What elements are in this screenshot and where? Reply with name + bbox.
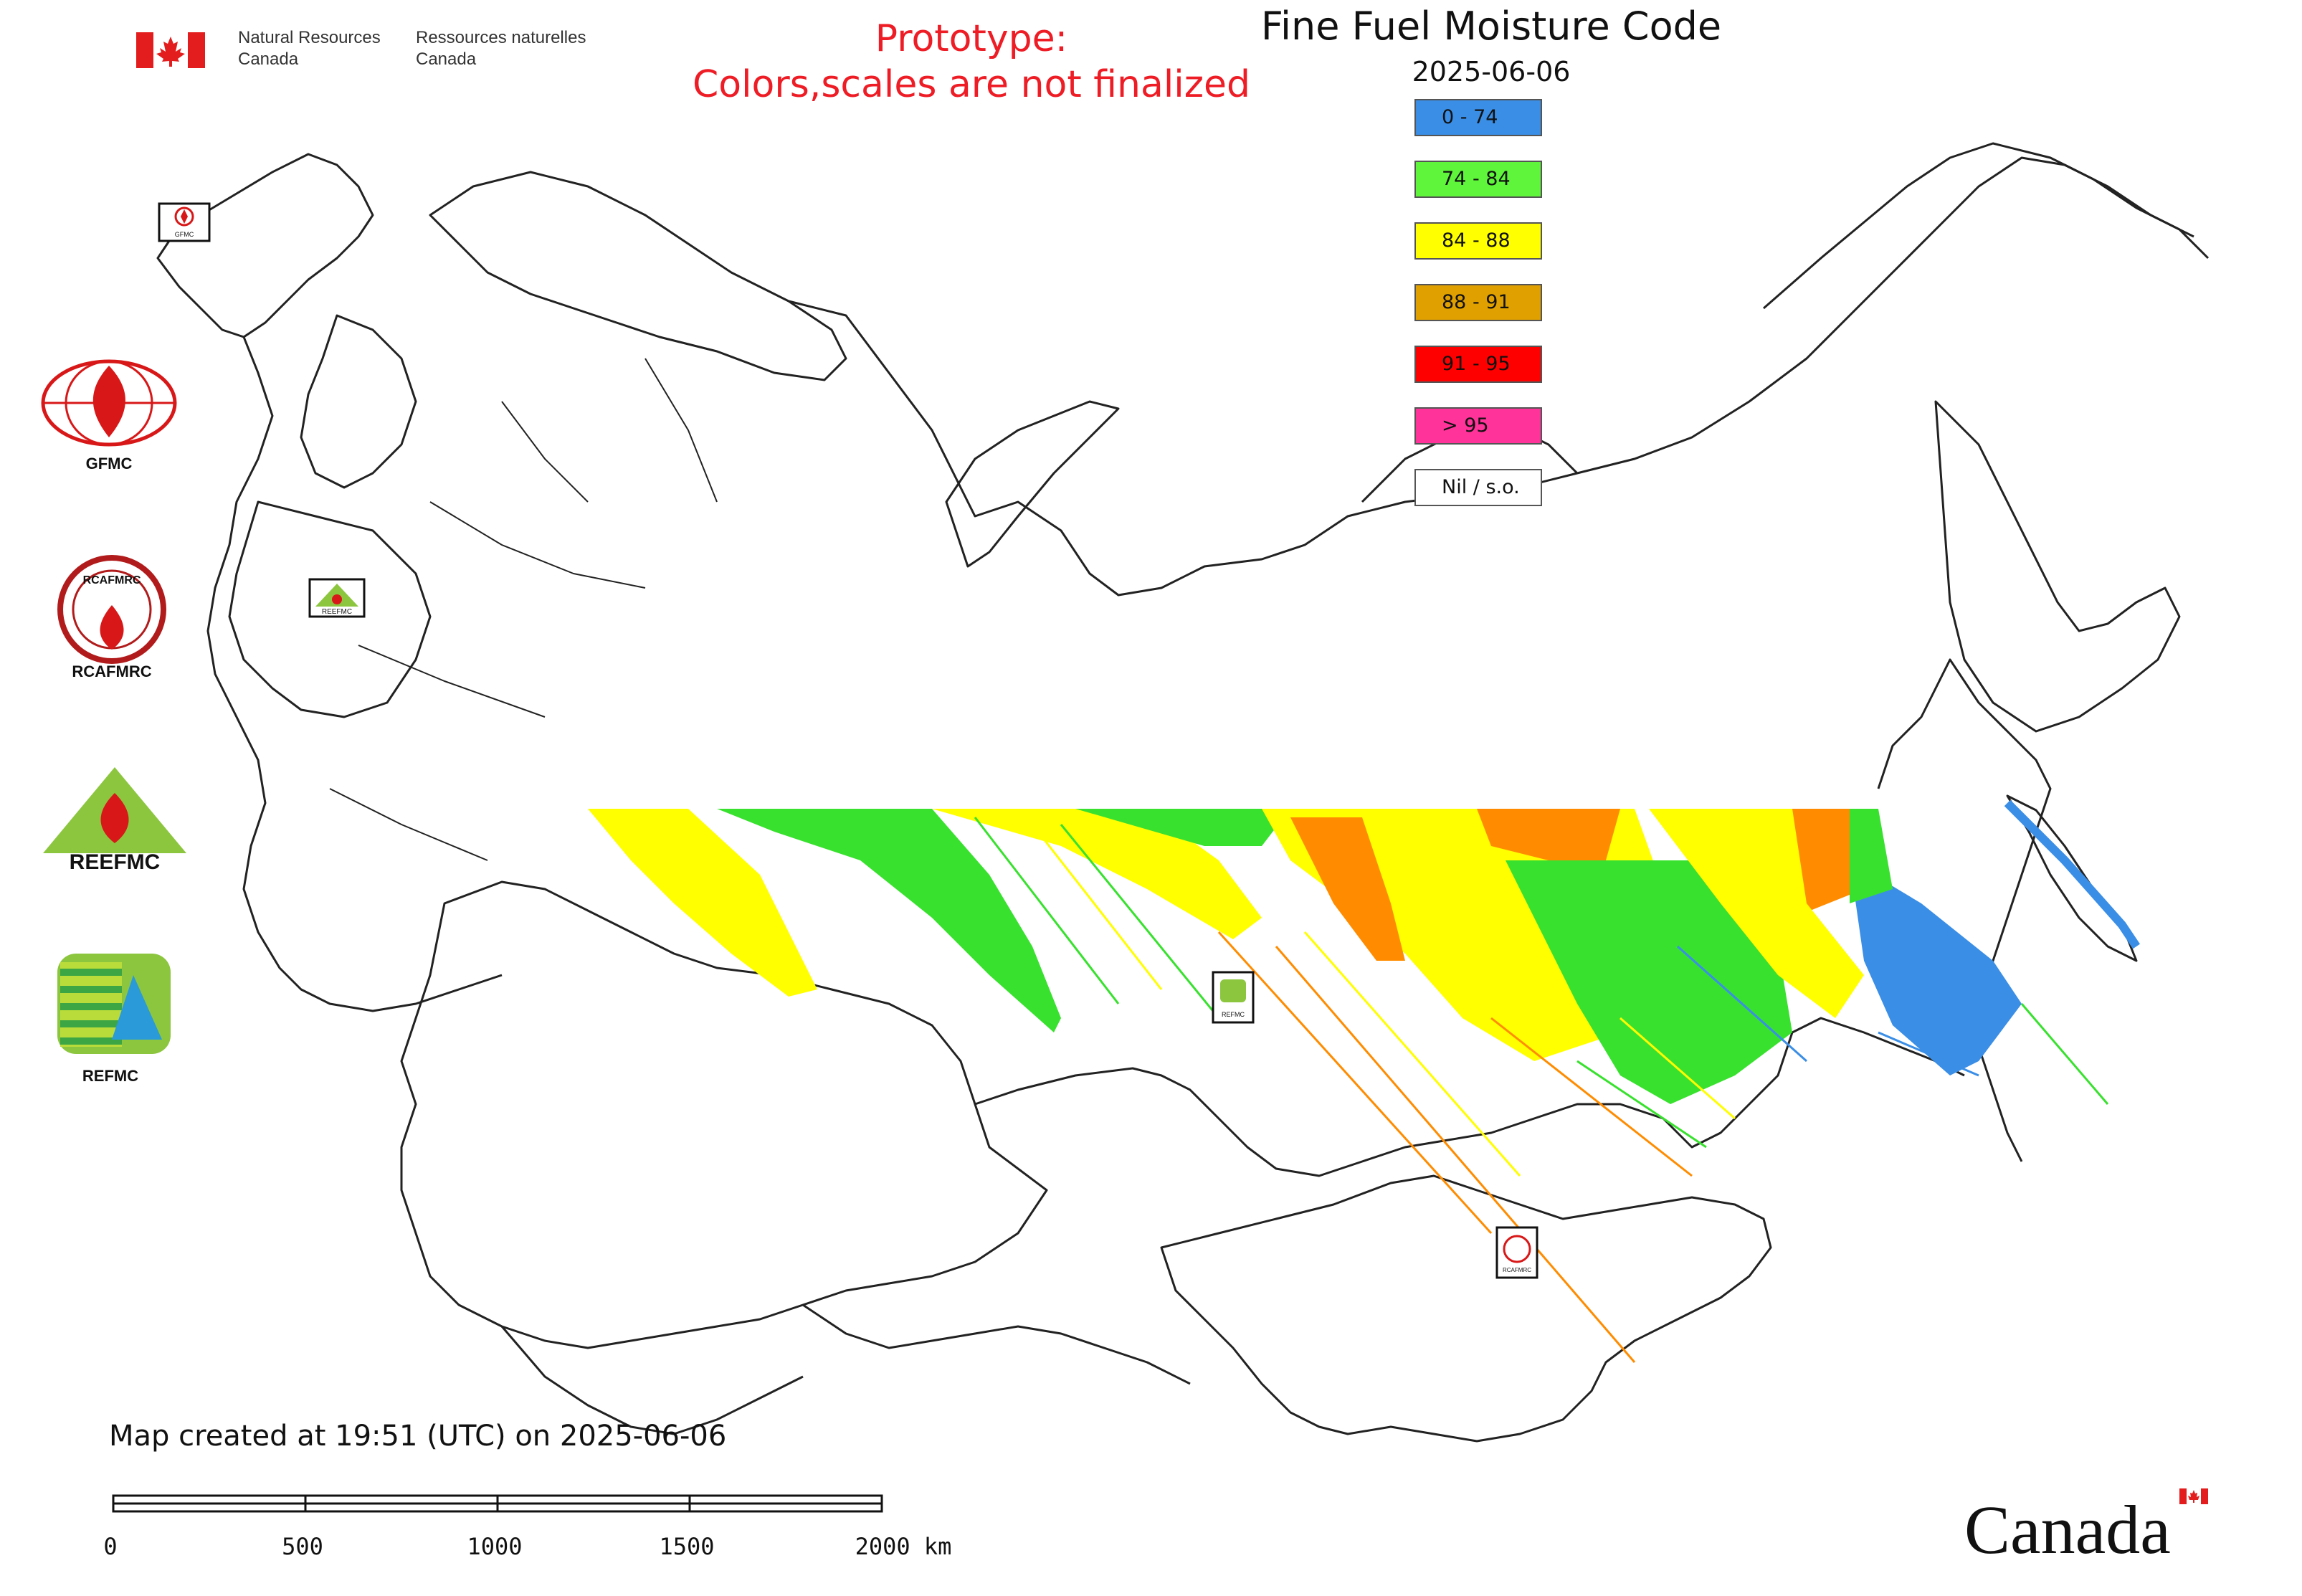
band-green-center: [1075, 809, 1290, 846]
country-outlines: [156, 142, 2210, 1443]
reefmc-marker-label: REEFMC: [322, 608, 352, 616]
legend-label: 91 - 95: [1442, 353, 1511, 375]
scale-bar: 0 500 1000 1500 2000 km: [103, 1494, 952, 1560]
ffmc-streaks: [974, 817, 2109, 1363]
kola-outline: [429, 171, 847, 381]
canada-flag-icon: [136, 32, 205, 68]
band-green-west: [717, 809, 1061, 1032]
legend-label: 88 - 91: [1442, 291, 1511, 313]
belarus-ukraine: [228, 500, 432, 718]
legend-item-1: 74 - 84: [1414, 161, 1542, 198]
reefmc-logo-label: REEFMC: [70, 850, 161, 874]
legend-label: > 95: [1442, 414, 1489, 437]
legend-item-4: 91 - 95: [1414, 346, 1542, 383]
canada-wordmark-text: Canada: [1964, 1491, 2171, 1563]
novaya-zemlya: [945, 400, 1120, 568]
refmc-marker-label: REFMC: [1222, 1011, 1245, 1018]
gov-fr-line2: Canada: [416, 49, 477, 69]
scale-tick: 0: [103, 1533, 117, 1560]
rcafmrc-logo-label: RCAFMRC: [72, 662, 151, 680]
band-blue-east: [1850, 860, 2022, 1075]
scale-tick: 1000: [467, 1533, 522, 1560]
kazakhstan-outline: [400, 880, 1048, 1349]
oblast-borders: [329, 358, 718, 861]
band-yellow-east: [1649, 809, 1864, 1018]
refmc-marker: REFMC: [1212, 971, 1255, 1024]
legend-label: 74 - 84: [1442, 168, 1511, 190]
band-orange-b: [1477, 809, 1620, 860]
partner-logos: GFMC RCAFMRC RCAFMRC REEFMC REFMC: [41, 359, 186, 1085]
rcafmrc-marker: RCAFMRC: [1495, 1226, 1538, 1279]
canada-wordmark: Canada: [1964, 1488, 2208, 1563]
legend-item-2: 84 - 88: [1414, 222, 1542, 260]
prototype-line1: Prototype:: [875, 17, 1068, 60]
uzbek-turkmen: [500, 1326, 804, 1435]
kyrgyz-tajik: [802, 1303, 1191, 1385]
band-green-far-east: [1850, 809, 1893, 903]
legend-item-0: 0 - 74: [1414, 99, 1542, 136]
mongolia-outline: [1160, 1174, 1772, 1443]
legend-item-6: Nil / s.o.: [1414, 469, 1542, 506]
reefmc-marker: REEFMC: [308, 578, 366, 618]
prototype-notice: Prototype: Colors,scales are not finaliz…: [602, 16, 1341, 108]
svg-text:RCAFMRC: RCAFMRC: [83, 574, 141, 586]
gov-signature-fr: Ressources naturelles Canada: [416, 27, 586, 70]
scandinavia-outline: [156, 153, 374, 338]
rcafmrc-marker-label: RCAFMRC: [1503, 1267, 1531, 1273]
refmc-logo: REFMC: [57, 954, 171, 1085]
gfmc-marker-label: GFMC: [175, 231, 194, 238]
map-created-text: Map created at 19:51 (UTC) on 2025-06-06: [109, 1420, 727, 1453]
refmc-logo-label: REFMC: [82, 1067, 138, 1085]
scale-tick: 1500: [659, 1533, 714, 1560]
gfmc-logo-label: GFMC: [86, 455, 133, 472]
gfmc-marker: GFMC: [158, 202, 211, 242]
legend-label: 0 - 74: [1442, 106, 1498, 128]
sakhalin-outline: [2006, 794, 2138, 962]
gov-signature-en: Natural Resources Canada: [238, 27, 381, 70]
reefmc-logo: REEFMC: [43, 767, 186, 874]
gfmc-logo: GFMC: [41, 359, 177, 472]
chukotka-outline: [1763, 142, 2210, 310]
prototype-line2: Colors,scales are not finalized: [692, 63, 1251, 106]
map-title: Fine Fuel Moisture Code: [1260, 4, 1722, 49]
scale-tick: 2000 km: [855, 1533, 952, 1560]
legend-item-5: > 95: [1414, 407, 1542, 445]
band-yellow-center: [932, 809, 1262, 939]
kamchatka-outline: [1934, 400, 2181, 733]
wordmark-flag-icon: [2179, 1488, 2208, 1504]
baltic-states: [300, 314, 417, 489]
band-green-east: [1506, 860, 1792, 1104]
legend-label: Nil / s.o.: [1442, 476, 1520, 498]
gov-fr-line1: Ressources naturelles: [416, 28, 586, 47]
gov-en-line1: Natural Resources: [238, 28, 381, 47]
band-yellow-west: [588, 809, 817, 997]
scale-tick: 500: [282, 1533, 323, 1560]
ffmc-raster: [588, 799, 2140, 1363]
sakhalin-blue: [2004, 799, 2140, 949]
legend-item-3: 88 - 91: [1414, 284, 1542, 321]
rcafmrc-logo: RCAFMRC RCAFMRC: [57, 555, 166, 680]
band-orange-a: [1290, 817, 1405, 961]
west-border: [206, 336, 503, 1012]
map-date: 2025-06-06: [1412, 56, 1571, 87]
russia-south-border: [974, 1017, 1965, 1177]
legend-label: 84 - 88: [1442, 229, 1511, 252]
gov-en-line2: Canada: [238, 49, 299, 69]
